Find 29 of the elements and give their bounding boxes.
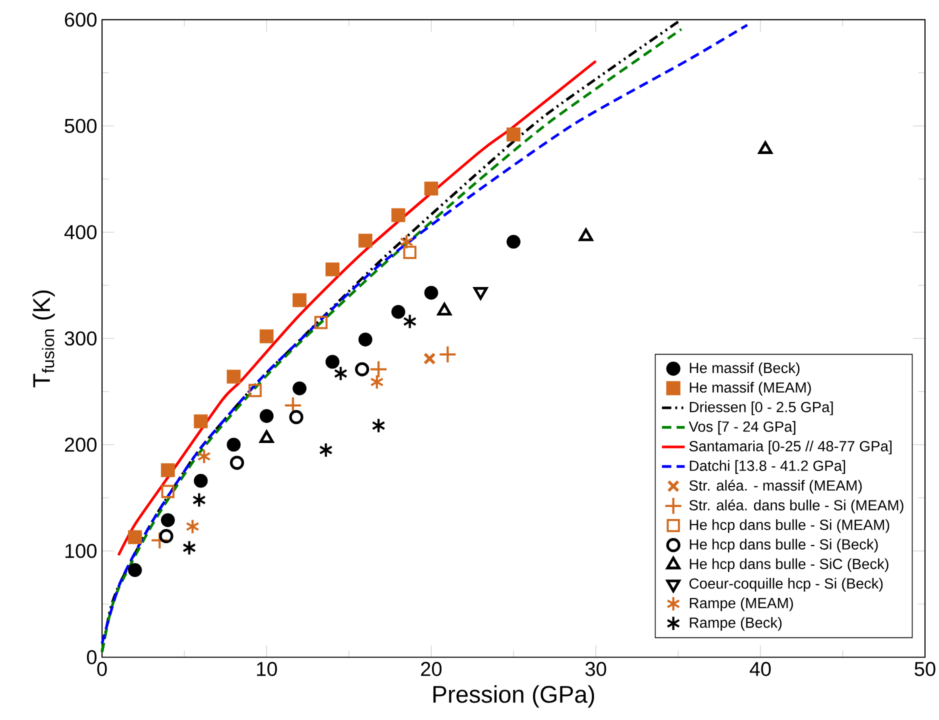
legend-label: Driessen [0 - 2.5 GPa] — [690, 401, 833, 416]
y-tick-label: 500 — [64, 118, 97, 133]
legend-label: Datchi [13.8 - 41.2 GPa] — [690, 460, 846, 474]
y-axis-title: T$_{fusion}$ (K) — [32, 290, 55, 388]
y-tick-label: 600 — [64, 12, 97, 27]
x-tick-label: 40 — [750, 662, 771, 676]
y-tick-label: 100 — [65, 544, 97, 558]
legend-label: Rampe (MEAM) — [690, 597, 793, 612]
legend-label: He hcp dans bulle - Si (Beck) — [690, 538, 878, 552]
y-tick-label: 400 — [64, 224, 97, 240]
x-tick-label: 0 — [97, 662, 107, 676]
x-tick-label: 10 — [257, 662, 277, 676]
legend-label: Str. aléa. - massif (MEAM) — [689, 480, 862, 494]
legend-label: He hcp dans bulle - SiC (Beck) — [690, 558, 888, 572]
y-tick-label: 200 — [64, 437, 97, 452]
legend-label: Santamaria [0-25 // 48-77 GPa] — [689, 440, 892, 454]
x-axis-title: Pression (GPa) — [433, 685, 594, 708]
legend-label: He massif (Beck) — [690, 362, 800, 376]
legend-label: He hcp dans bulle - Si (MEAM) — [690, 519, 890, 533]
y-tick-label: 0 — [86, 650, 97, 664]
x-tick-label: 20 — [421, 662, 442, 676]
x-tick-label: 50 — [914, 662, 936, 676]
legend-label: Coeur-coquille hcp - Si (Beck) — [689, 578, 883, 592]
legend-label: Vos [7 - 24 GPa] — [688, 420, 796, 435]
y-tick-label: 300 — [64, 331, 97, 346]
x-tick-label: 30 — [585, 662, 606, 676]
legend-label: He massif (MEAM) — [690, 382, 811, 396]
legend-label: Rampe (Beck) — [690, 616, 782, 631]
legend-label: Str. aléa. dans bulle - Si (MEAM) — [689, 499, 904, 514]
